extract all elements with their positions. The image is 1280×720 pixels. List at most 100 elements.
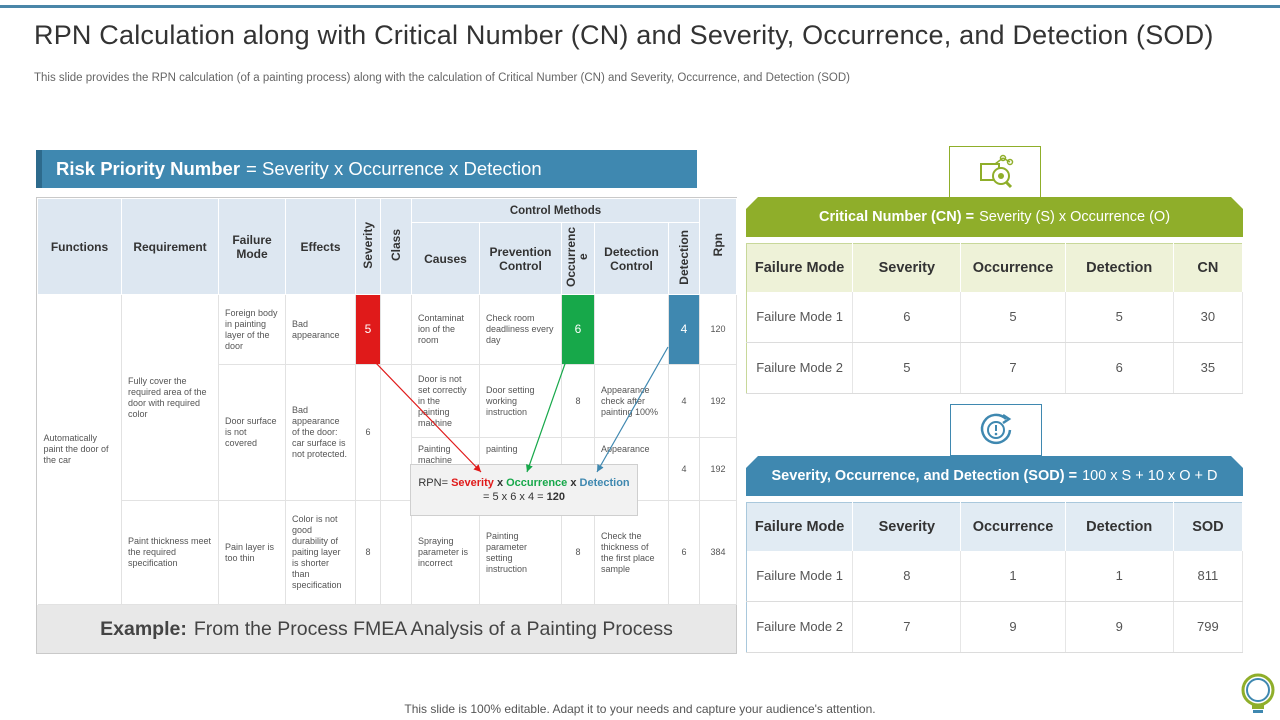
cn-cell: 6 [1065, 342, 1174, 394]
rpn-cell: 192 [699, 364, 738, 438]
occurrence-cell: 8 [561, 500, 595, 605]
formula-calculation: = 5 x 6 x 4 = [483, 491, 547, 503]
prevention-cell: Painting parameter setting instruction [479, 500, 562, 605]
cn-header: Failure Mode [746, 243, 854, 292]
cn-cell: Failure Mode 1 [746, 291, 854, 343]
header-occurrence: Occurrenc e [561, 222, 595, 295]
header-requirement: Requirement [121, 198, 219, 295]
severity-cell: 6 [355, 364, 381, 501]
cn-banner-formula: Severity (S) x Occurrence (O) [979, 209, 1171, 225]
table-row: Failure Mode 1 6 5 5 30 [746, 291, 1244, 343]
requirement-cell: Paint thickness meet the required specif… [121, 500, 219, 605]
detection-cell: 4 [668, 437, 701, 501]
fmea-table: Functions Requirement Failure Mode Effec… [37, 198, 738, 605]
occurrence-cell-highlight: 6 [561, 294, 595, 365]
requirement-cell: Fully cover the required area of the doo… [121, 294, 219, 501]
cn-cell: 5 [1065, 291, 1174, 343]
sod-banner-bold: Severity, Occurrence, and Detection (SOD… [771, 468, 1078, 484]
table-row: Failure Mode 2 5 7 6 35 [746, 342, 1244, 394]
formula-x: x [570, 477, 577, 489]
severity-cell-highlight: 5 [355, 294, 381, 365]
alert-cycle-icon-box [950, 404, 1042, 456]
prevention-cell: Door setting working instruction [479, 364, 562, 438]
cause-cell: Contaminat ion of the room [411, 294, 480, 365]
formula-result: 120 [546, 491, 565, 503]
cn-header: Detection [1065, 243, 1174, 292]
detection-control-cell: Appearance check after painting 100% [594, 364, 669, 438]
sod-header: Severity [852, 502, 962, 551]
page-title: RPN Calculation along with Critical Numb… [34, 20, 1214, 50]
header-severity: Severity [355, 198, 381, 295]
table-row: Failure Mode 2 7 9 9 799 [746, 601, 1244, 653]
rpn-banner: Risk Priority Number = Severity x Occurr… [36, 150, 697, 188]
sod-header: Detection [1065, 502, 1174, 551]
header-failure-mode: Failure Mode [218, 198, 286, 295]
cn-cell: 30 [1173, 291, 1244, 343]
sod-banner-formula: 100 x S + 10 x O + D [1082, 468, 1218, 484]
rpn-cell: 384 [699, 500, 738, 605]
cn-header: Severity [852, 243, 962, 292]
table-row: Paint thickness meet the required specif… [38, 500, 738, 605]
sod-cell: 1 [960, 550, 1066, 602]
cn-cell: Failure Mode 2 [746, 342, 854, 394]
class-cell [380, 294, 412, 365]
prevention-cell: Check room deadliness every day [479, 294, 562, 365]
table-row: Automatically paint the door of the car … [37, 294, 738, 605]
formula-detection: Detection [579, 477, 630, 489]
detection-control-cell: Check the thickness of the first place s… [594, 500, 669, 605]
header-prevention-control: Prevention Control [479, 222, 562, 295]
class-cell [380, 364, 412, 501]
sod-cell: Failure Mode 1 [746, 550, 854, 602]
occurrence-cell: 8 [561, 364, 595, 438]
sod-header: Occurrence [960, 502, 1066, 551]
header-detection: Detection [667, 222, 701, 295]
sod-cell: 9 [1065, 601, 1174, 653]
header-class: Class [380, 198, 412, 295]
footer-note: This slide is 100% editable. Adapt it to… [404, 702, 876, 716]
rpn-cell: 120 [699, 294, 738, 365]
sod-cell: 811 [1173, 550, 1244, 602]
rpn-banner-formula: = Severity x Occurrence x Detection [246, 158, 542, 179]
header-functions: Functions [37, 198, 122, 295]
sod-header: Failure Mode [746, 502, 854, 551]
failure-mode-cell: Pain layer is too thin [218, 500, 286, 605]
rpn-cell: 192 [699, 437, 738, 501]
analysis-icon-box [949, 146, 1041, 198]
header-rpn: Rpn [699, 198, 738, 295]
rpn-banner-bold: Risk Priority Number [56, 158, 241, 179]
cn-banner: Critical Number (CN) = Severity (S) x Oc… [746, 197, 1243, 237]
sod-cell: 8 [852, 550, 962, 602]
effects-cell: Bad appearance [285, 294, 356, 365]
detection-cell-highlight: 4 [668, 294, 701, 365]
cn-cell: 6 [852, 291, 962, 343]
detection-cell: 6 [668, 500, 701, 605]
example-label: Example: [100, 617, 187, 640]
detection-control-cell [594, 294, 669, 365]
header-causes: Causes [411, 222, 480, 295]
cause-cell: Door is not set correctly in the paintin… [411, 364, 480, 438]
cn-cell: 5 [960, 291, 1066, 343]
header-detection-control: Detection Control [594, 222, 669, 295]
sod-cell: 1 [1065, 550, 1174, 602]
sod-cell: 799 [1173, 601, 1244, 653]
top-accent-line [0, 5, 1280, 8]
header-control-methods: Control Methods [410, 198, 701, 223]
cn-cell: 35 [1173, 342, 1244, 394]
severity-cell: 8 [355, 500, 381, 605]
sod-banner: Severity, Occurrence, and Detection (SOD… [746, 456, 1243, 496]
alert-cycle-icon [980, 413, 1012, 445]
fmea-table-container: Functions Requirement Failure Mode Effec… [36, 197, 738, 654]
formula-severity: Severity [451, 477, 494, 489]
sod-cell: 9 [960, 601, 1066, 653]
rpn-formula-box: RPN= Severity x Occurrence x Detection =… [410, 464, 638, 516]
table-row: Failure Mode 1 8 1 1 811 [746, 550, 1244, 602]
class-cell [380, 500, 412, 605]
sod-table: Failure Mode Severity Occurrence Detecti… [746, 502, 1244, 653]
analysis-icon [980, 154, 1014, 189]
example-text: From the Process FMEA Analysis of a Pain… [193, 617, 673, 640]
formula-x: x [496, 477, 504, 489]
sod-header: SOD [1173, 502, 1244, 551]
cn-cell: 5 [852, 342, 962, 394]
cn-banner-bold: Critical Number (CN) = [818, 209, 975, 225]
failure-mode-cell: Foreign body in painting layer of the do… [218, 294, 286, 365]
